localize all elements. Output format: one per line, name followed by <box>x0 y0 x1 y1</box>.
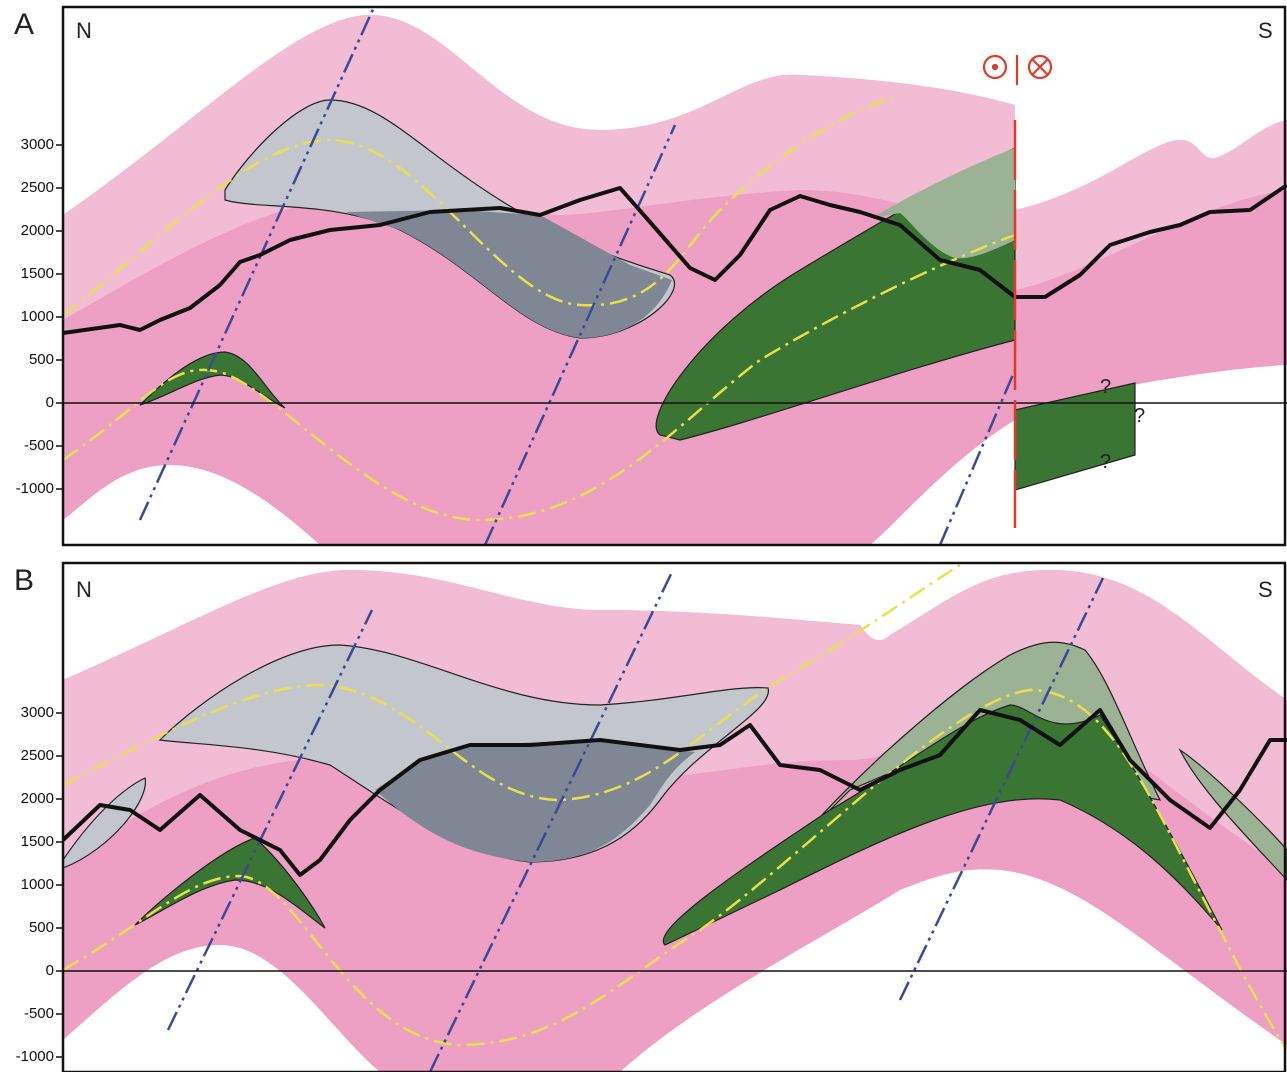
axial-trace <box>63 93 901 317</box>
south-label: S <box>1258 18 1273 43</box>
query: ? <box>1134 405 1145 427</box>
pink-right <box>1015 190 1287 410</box>
y-tick-label: 1000 <box>21 308 54 325</box>
panel-label: B <box>14 564 34 597</box>
cleavage-trace <box>483 124 677 545</box>
axial-trace <box>63 563 961 802</box>
north-label: N <box>76 577 92 602</box>
y-tick-label: 3000 <box>21 704 54 721</box>
y-tick-label: 3000 <box>21 136 54 153</box>
query: ? <box>1100 451 1111 473</box>
y-tick-label: 2500 <box>21 747 54 764</box>
y-tick-label: 1500 <box>21 833 54 850</box>
panel-label: A <box>14 8 34 41</box>
panel-a-frame <box>61 5 1287 547</box>
topography <box>63 183 1287 335</box>
y-tick-label: 500 <box>29 919 54 936</box>
cleavage-trace <box>938 369 1017 545</box>
y-tick-label: -1000 <box>16 1048 54 1065</box>
y-tick-label: 2500 <box>21 179 54 196</box>
panel-b-frame <box>61 561 1287 1072</box>
query: ? <box>1100 376 1111 398</box>
green-block <box>1014 382 1136 491</box>
y-tick-label: -1000 <box>16 480 54 497</box>
axial-trace <box>63 233 1016 522</box>
green-wedge-upper <box>872 148 1015 259</box>
y-tick-label: 1000 <box>21 876 54 893</box>
y-tick-label: 0 <box>46 394 54 411</box>
green-fold <box>134 837 326 929</box>
green-lens <box>1178 748 1287 881</box>
cleavage-trace <box>428 571 674 1072</box>
north-label: N <box>76 18 92 43</box>
unit-gap <box>63 945 380 1072</box>
gray-body <box>63 777 146 869</box>
pink-upper <box>63 15 1015 320</box>
axial-trace <box>63 688 1287 1051</box>
y-tick-label: 1500 <box>21 265 54 282</box>
y-tick-label: 2000 <box>21 790 54 807</box>
y-tick-label: 0 <box>46 962 54 979</box>
panel-b-section <box>63 563 1287 1072</box>
panel-a-section <box>63 7 1287 545</box>
y-tick-label: 2000 <box>21 222 54 239</box>
cleavage-trace <box>138 7 376 521</box>
south-label: S <box>1258 577 1273 602</box>
green-fold <box>139 351 286 409</box>
y-tick-label: -500 <box>24 437 54 454</box>
gray-body-dark <box>375 740 695 862</box>
pink-right-upper <box>1015 120 1287 290</box>
y-tick-label: -500 <box>24 1005 54 1022</box>
topography <box>63 708 1287 877</box>
y-tick-label: 500 <box>29 351 54 368</box>
fault-sense-symbol <box>982 54 1053 85</box>
